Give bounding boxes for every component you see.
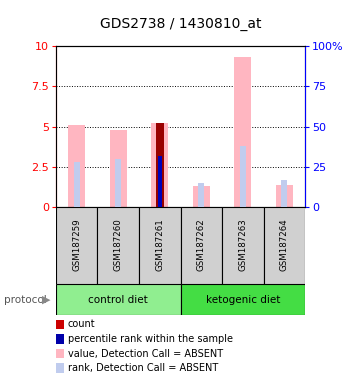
Bar — [97, 207, 139, 284]
Text: rank, Detection Call = ABSENT: rank, Detection Call = ABSENT — [68, 363, 218, 373]
Text: count: count — [68, 319, 95, 329]
Text: GSM187261: GSM187261 — [155, 218, 164, 271]
Bar — [240, 146, 246, 207]
Bar — [180, 284, 305, 315]
Bar — [115, 159, 121, 207]
Bar — [139, 207, 180, 284]
Text: control diet: control diet — [88, 295, 148, 305]
Text: GSM187260: GSM187260 — [114, 218, 123, 271]
Bar — [74, 162, 80, 207]
Bar — [275, 185, 293, 207]
Bar — [156, 124, 164, 207]
Text: GSM187263: GSM187263 — [238, 218, 247, 271]
Bar — [180, 207, 222, 284]
Bar — [68, 125, 86, 207]
Text: protocol: protocol — [4, 295, 46, 305]
Bar — [151, 124, 169, 207]
Bar — [264, 207, 305, 284]
Text: ketogenic diet: ketogenic diet — [205, 295, 280, 305]
Bar — [56, 284, 180, 315]
Bar — [158, 156, 162, 207]
Bar — [56, 207, 97, 284]
Text: GSM187262: GSM187262 — [197, 218, 206, 271]
Bar — [281, 180, 287, 207]
Bar — [234, 57, 252, 207]
Text: value, Detection Call = ABSENT: value, Detection Call = ABSENT — [68, 349, 223, 359]
Text: GSM187259: GSM187259 — [72, 218, 81, 271]
Bar — [222, 207, 264, 284]
Text: GDS2738 / 1430810_at: GDS2738 / 1430810_at — [100, 17, 261, 31]
Bar — [109, 130, 127, 207]
Text: ▶: ▶ — [42, 295, 50, 305]
Text: GSM187264: GSM187264 — [280, 218, 289, 271]
Bar — [192, 186, 210, 207]
Bar — [198, 183, 204, 207]
Text: percentile rank within the sample: percentile rank within the sample — [68, 334, 232, 344]
